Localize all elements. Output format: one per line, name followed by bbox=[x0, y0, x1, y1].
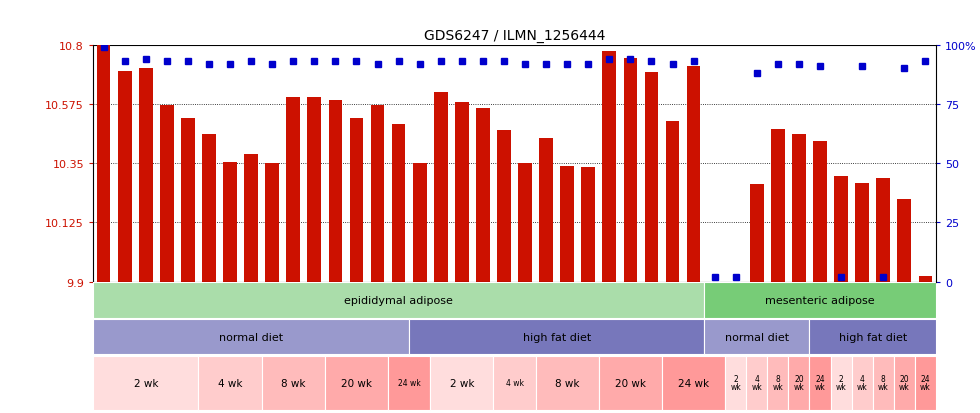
Text: 8 wk: 8 wk bbox=[555, 378, 579, 388]
Bar bbox=[788, 356, 809, 410]
Text: 8
wk: 8 wk bbox=[772, 375, 783, 392]
Bar bbox=[725, 356, 747, 410]
Bar bbox=[455, 103, 468, 282]
Bar bbox=[413, 164, 426, 282]
Bar bbox=[894, 356, 915, 410]
Bar bbox=[93, 282, 704, 318]
Bar bbox=[434, 93, 448, 282]
Bar bbox=[476, 109, 490, 282]
Bar bbox=[223, 162, 237, 282]
Bar bbox=[704, 282, 936, 318]
Bar bbox=[665, 122, 679, 282]
Bar bbox=[918, 277, 932, 282]
Text: mesenteric adipose: mesenteric adipose bbox=[765, 295, 875, 305]
Bar bbox=[915, 356, 936, 410]
Text: ■: ■ bbox=[93, 411, 104, 413]
Bar bbox=[809, 356, 831, 410]
Bar bbox=[139, 69, 153, 282]
Text: 2 wk: 2 wk bbox=[133, 378, 158, 388]
Text: 4 wk: 4 wk bbox=[506, 378, 523, 387]
Bar bbox=[792, 135, 806, 282]
Bar bbox=[708, 282, 721, 303]
Bar bbox=[809, 319, 936, 354]
Text: 20 wk: 20 wk bbox=[614, 378, 646, 388]
Text: 24
wk: 24 wk bbox=[814, 375, 825, 392]
Text: 20 wk: 20 wk bbox=[341, 378, 372, 388]
Text: 2
wk: 2 wk bbox=[730, 375, 741, 392]
Text: 20
wk: 20 wk bbox=[794, 375, 805, 392]
Bar bbox=[645, 73, 659, 282]
Text: 2 wk: 2 wk bbox=[450, 378, 474, 388]
Text: 4
wk: 4 wk bbox=[857, 375, 867, 392]
Text: 20
wk: 20 wk bbox=[899, 375, 909, 392]
Bar bbox=[813, 141, 827, 282]
Bar bbox=[750, 185, 763, 282]
Text: 24
wk: 24 wk bbox=[920, 375, 931, 392]
Bar bbox=[876, 178, 890, 282]
Bar bbox=[599, 356, 662, 410]
Text: 8 wk: 8 wk bbox=[281, 378, 306, 388]
Bar bbox=[198, 356, 262, 410]
Text: epididymal adipose: epididymal adipose bbox=[344, 295, 453, 305]
Text: 4 wk: 4 wk bbox=[218, 378, 242, 388]
Bar bbox=[430, 356, 494, 410]
Bar bbox=[97, 45, 111, 282]
Text: 24 wk: 24 wk bbox=[398, 378, 420, 387]
Bar bbox=[244, 154, 258, 282]
Bar bbox=[856, 183, 869, 282]
Bar bbox=[518, 164, 532, 282]
Bar bbox=[266, 164, 279, 282]
Bar bbox=[704, 319, 809, 354]
Bar bbox=[325, 356, 388, 410]
Bar bbox=[687, 66, 701, 282]
Text: normal diet: normal diet bbox=[725, 332, 789, 342]
Text: high fat diet: high fat diet bbox=[839, 332, 906, 342]
Bar bbox=[410, 319, 704, 354]
Text: 2
wk: 2 wk bbox=[836, 375, 847, 392]
Bar bbox=[262, 356, 324, 410]
Bar bbox=[662, 356, 725, 410]
Bar bbox=[308, 98, 321, 282]
Bar bbox=[623, 59, 637, 282]
Bar bbox=[873, 356, 894, 410]
Text: ■: ■ bbox=[284, 411, 295, 413]
Bar bbox=[834, 177, 848, 282]
Text: 8
wk: 8 wk bbox=[878, 375, 889, 392]
Text: 4
wk: 4 wk bbox=[752, 375, 762, 392]
Bar bbox=[852, 356, 873, 410]
Bar bbox=[328, 101, 342, 282]
Bar bbox=[539, 139, 553, 282]
Text: normal diet: normal diet bbox=[220, 332, 283, 342]
Bar bbox=[118, 72, 131, 282]
Bar bbox=[497, 131, 511, 282]
Bar bbox=[747, 356, 767, 410]
Bar bbox=[561, 166, 574, 282]
Bar bbox=[535, 356, 599, 410]
Bar bbox=[581, 168, 595, 282]
Bar bbox=[771, 130, 785, 282]
Bar bbox=[388, 356, 430, 410]
Bar bbox=[898, 199, 911, 282]
Bar bbox=[729, 282, 743, 306]
Bar bbox=[392, 124, 406, 282]
Bar bbox=[350, 119, 364, 282]
Bar bbox=[202, 135, 216, 282]
Text: GDS6247 / ILMN_1256444: GDS6247 / ILMN_1256444 bbox=[423, 29, 606, 43]
Bar bbox=[286, 98, 300, 282]
Bar bbox=[160, 106, 173, 282]
Bar bbox=[603, 52, 616, 282]
Text: 24 wk: 24 wk bbox=[678, 378, 710, 388]
Bar bbox=[93, 319, 410, 354]
Bar bbox=[93, 356, 198, 410]
Bar bbox=[830, 356, 852, 410]
Bar bbox=[370, 106, 384, 282]
Bar bbox=[767, 356, 789, 410]
Bar bbox=[494, 356, 535, 410]
Text: high fat diet: high fat diet bbox=[522, 332, 591, 342]
Bar bbox=[181, 119, 195, 282]
